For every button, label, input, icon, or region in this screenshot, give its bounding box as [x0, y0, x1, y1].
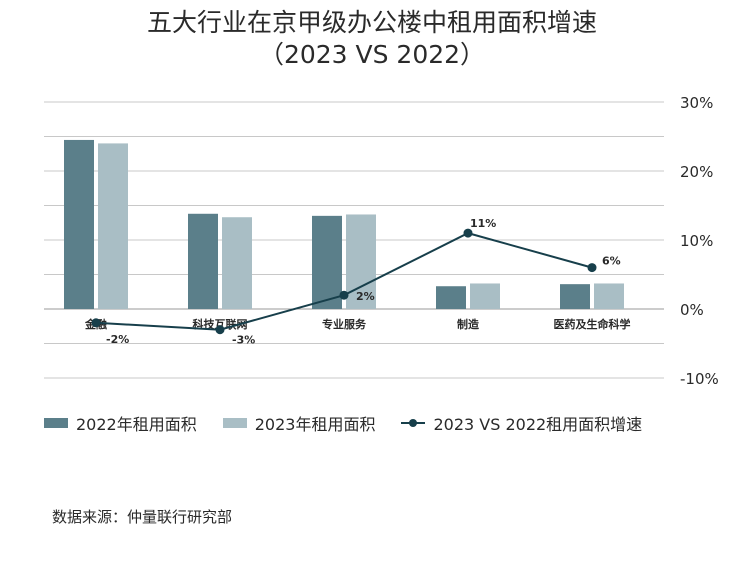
- x-category-label: 专业服务: [322, 317, 367, 331]
- bar-2023: [470, 283, 500, 309]
- legend-swatch-2023: [222, 418, 247, 428]
- y-tick-label: -10%: [680, 370, 719, 388]
- growth-data-label: -2%: [106, 333, 129, 346]
- bar-2022: [188, 213, 218, 309]
- growth-line: [95, 232, 593, 331]
- growth-data-label: 2%: [356, 290, 375, 303]
- bar-2022: [312, 215, 342, 309]
- y-tick-label: 10%: [680, 232, 713, 250]
- y-tick-label: 20%: [680, 163, 713, 181]
- bar-2022: [64, 139, 94, 309]
- growth-point: [587, 263, 597, 273]
- legend-swatch-2022: [44, 418, 68, 428]
- y-tick-label: 30%: [680, 94, 713, 112]
- legend-line-dot: [409, 419, 418, 427]
- growth-data-label: 11%: [470, 217, 496, 230]
- bar-2023: [594, 283, 624, 309]
- x-category-label: 医药及生命科学: [554, 317, 631, 331]
- growth-data-label: 6%: [602, 255, 621, 268]
- growth-data-label: -3%: [232, 334, 255, 347]
- data-source-note: 数据来源：仲量联行研究部: [52, 508, 233, 526]
- chart-title: 五大行业在京甲级办公楼中租用面积增速: [146, 8, 597, 37]
- y-tick-label: 0%: [680, 301, 704, 319]
- bar-2022: [436, 286, 466, 309]
- legend-item-2023: 2023年租用面积: [222, 411, 376, 435]
- growth-point: [91, 318, 101, 328]
- legend-line-swatch: [401, 419, 426, 427]
- legend-label-2022: 2022年租用面积: [76, 415, 197, 434]
- legend-label-2023: 2023年租用面积: [254, 415, 376, 434]
- bar-2023: [222, 217, 252, 309]
- x-category-label: 科技互联网: [193, 317, 248, 331]
- bar-2022: [560, 284, 590, 309]
- growth-point: [463, 228, 473, 238]
- x-category-label: 制造: [457, 317, 480, 331]
- growth-point: [339, 290, 349, 300]
- growth-point: [215, 325, 225, 335]
- legend-label-growth: 2023 VS 2022租用面积增速: [433, 415, 643, 434]
- bar-2023: [346, 214, 376, 309]
- chart-legend: 2022年租用面积 2023年租用面积 2023 VS 2022租用面积增速: [44, 410, 668, 436]
- legend-item-2022: 2022年租用面积: [44, 411, 197, 435]
- legend-item-growth: 2023 VS 2022租用面积增速: [401, 411, 642, 435]
- bar-2023: [98, 143, 128, 309]
- chart-subtitle: （2023 VS 2022）: [258, 40, 486, 69]
